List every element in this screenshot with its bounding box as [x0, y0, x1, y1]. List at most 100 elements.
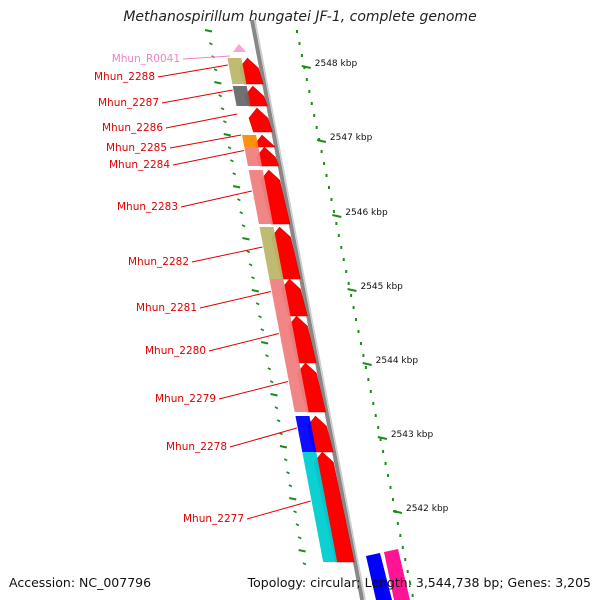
outer-scale-dot [332, 210, 335, 213]
inner-scale-tick [288, 484, 293, 488]
gene-block [302, 452, 338, 562]
gene-label: Mhun_2279 [155, 393, 216, 405]
inner-scale-tick [214, 81, 222, 85]
gene-label: Mhun_R0041 [112, 53, 180, 65]
kbp-label: 2543 kbp [391, 430, 434, 440]
inner-scale-tick [220, 107, 225, 111]
inner-scale-tick [260, 328, 265, 332]
outer-scale-dot [347, 282, 350, 285]
inner-scale-tick [237, 198, 241, 202]
outer-scale-dot [406, 570, 409, 573]
gene-label: Mhun_2284 [109, 159, 170, 171]
gene-leader-line [199, 291, 272, 309]
outer-scale-dot [355, 318, 358, 321]
gene-label: Mhun_2278 [166, 441, 227, 453]
outer-scale-dot [310, 102, 313, 105]
outer-scale-dot [337, 234, 340, 237]
inner-scale-tick [289, 497, 297, 501]
outer-scale-dot [374, 414, 377, 417]
outer-scale-dot [335, 222, 338, 225]
inner-scale-tick [241, 224, 246, 228]
outer-scale-dot [357, 330, 360, 333]
gene-leader-line [180, 190, 252, 208]
gene-leader-line [246, 500, 311, 520]
gene-block [366, 553, 392, 600]
gene-leader-line [191, 246, 263, 263]
inner-scale-tick [260, 341, 269, 345]
inner-scale-tick [258, 315, 262, 319]
kbp-tick [392, 510, 403, 514]
outer-scale-dot [325, 174, 328, 177]
outer-scale-dot [409, 582, 412, 585]
outer-scale-dot [387, 474, 390, 477]
accession-text: Accession: NC_007796 [9, 575, 152, 590]
inner-scale-tick [232, 185, 241, 189]
inner-scale-tick [248, 263, 253, 267]
outer-scale-dot [404, 558, 407, 561]
inner-scale-tick [297, 536, 302, 540]
kbp-label: 2548 kbp [315, 59, 358, 69]
gene-leader-line [229, 427, 297, 448]
inner-scale-tick [204, 29, 213, 33]
gene-leader-line [161, 89, 233, 104]
inner-scale-tick [251, 289, 260, 293]
outer-scale-dot [382, 450, 385, 453]
inner-scale-tick [270, 393, 278, 397]
gene-leader-line [172, 150, 245, 166]
outer-scale-dot [369, 390, 372, 393]
gene-label: Mhun_2287 [98, 97, 159, 109]
outer-scale-dot [320, 150, 323, 153]
outer-scale-dot [399, 534, 402, 537]
inner-scale-tick [298, 549, 306, 553]
gene-leader-line [169, 134, 242, 149]
gene-leader-line [165, 113, 238, 129]
gene-leader-line [157, 64, 228, 78]
outer-scale-dot [313, 114, 316, 117]
kbp-tick [362, 362, 372, 366]
inner-scale-tick [255, 302, 260, 306]
outer-scale-dot [359, 342, 362, 345]
inner-scale-tick [279, 445, 288, 449]
inner-scale-tick [265, 354, 269, 358]
outer-scale-dot [384, 462, 387, 465]
gene-block [295, 416, 317, 452]
inner-scale-tick [283, 458, 288, 462]
kbp-tick [347, 288, 357, 292]
outer-scale-dot [352, 306, 355, 309]
gene-leader-line [218, 381, 289, 400]
genome-summary-text: Topology: circular; Length: 3,544,738 bp… [247, 575, 591, 590]
gene-label: Mhun_2286 [102, 122, 163, 134]
kbp-tick [316, 139, 327, 143]
outer-scale-dot [377, 426, 380, 429]
outer-scale-dot [411, 594, 414, 597]
genome-title: Methanospirillum hungatei JF-1, complete… [123, 9, 477, 25]
outer-scale-dot [379, 438, 382, 441]
kbp-label: 2547 kbp [330, 133, 373, 143]
kbp-tick [332, 214, 342, 218]
outer-scale-dot [350, 294, 353, 297]
gene-label: Mhun_2281 [136, 302, 197, 314]
outer-scale-dot [315, 126, 318, 129]
kbp-tick [301, 65, 311, 69]
outer-scale-dot [308, 90, 311, 93]
kbp-tick [377, 436, 388, 440]
gene-label: Mhun_2285 [106, 142, 167, 154]
inner-scale-tick [274, 406, 279, 410]
inner-scale-tick [230, 159, 234, 163]
kbp-label: 2542 kbp [406, 504, 449, 514]
inner-scale-tick [239, 211, 244, 215]
outer-scale-dot [372, 402, 375, 405]
inner-scale-tick [276, 419, 281, 423]
genome-backbone-shadow [254, 19, 366, 600]
kbp-label: 2546 kbp [345, 208, 388, 218]
inner-scale-tick [223, 120, 227, 124]
genome-backbone [250, 19, 365, 600]
inner-scale-tick [269, 380, 274, 384]
outer-scale-dot [367, 378, 370, 381]
gene-block [276, 316, 300, 363]
gene-label: Mhun_2280 [145, 345, 206, 357]
outer-scale-dot [330, 198, 333, 201]
gene-block [248, 170, 273, 224]
gene-label: Mhun_2282 [128, 256, 189, 268]
